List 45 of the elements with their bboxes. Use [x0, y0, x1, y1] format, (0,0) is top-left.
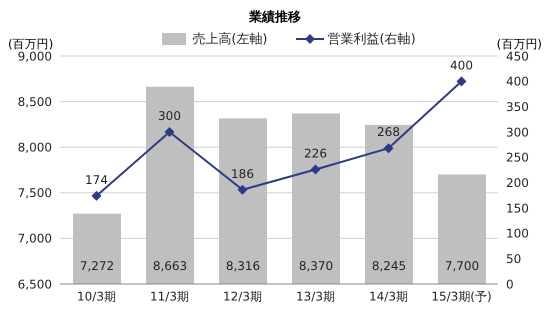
- chart-title: 業績推移: [248, 9, 302, 26]
- y2-tick-label: 400: [506, 74, 529, 89]
- y2-tick-label: 300: [506, 125, 529, 140]
- y2-tick-label: 450: [506, 49, 529, 64]
- y-tick-label: 7,500: [18, 186, 52, 200]
- x-tick-label: 11/3期: [150, 290, 189, 304]
- data-label: 268: [377, 125, 400, 140]
- y2-tick-label: 200: [506, 176, 529, 190]
- y2-tick-label: 100: [506, 226, 529, 241]
- point: [164, 127, 174, 137]
- data-label: 8,316: [226, 259, 260, 273]
- x-tick-label: 12/3期: [223, 290, 262, 304]
- y-tick-label: 9,000: [18, 49, 52, 64]
- point: [310, 164, 320, 174]
- data-label: 186: [231, 166, 254, 181]
- data-label: 8,663: [152, 259, 188, 273]
- x-tick-label: 13/3期: [296, 290, 335, 304]
- data-label: 8,370: [298, 259, 334, 273]
- y-tick-label: 8,500: [18, 94, 52, 109]
- point: [384, 143, 394, 154]
- y2-tick-label: 50: [506, 252, 522, 266]
- legend-label: 売上高(左軸): [192, 31, 268, 48]
- y2-tick-label: 250: [506, 150, 529, 165]
- y-tick-label: 6,500: [18, 277, 52, 292]
- y-tick-label: 8,000: [18, 140, 52, 154]
- x-tick-label: 15/3期(予): [431, 290, 492, 304]
- data-label: 8,245: [372, 259, 406, 273]
- y2-tick-label: 0: [506, 277, 514, 292]
- x-tick-label: 10/3期: [77, 290, 116, 304]
- data-label: 174: [85, 172, 108, 187]
- y-tick-label: 7,000: [18, 232, 52, 246]
- y2-tick-label: 150: [506, 201, 529, 216]
- data-label: 300: [158, 109, 181, 123]
- y2-tick-label: 350: [506, 100, 529, 114]
- data-label: 7,272: [80, 259, 114, 273]
- x-tick-label: 14/3期: [369, 290, 408, 304]
- data-label: 400: [450, 58, 473, 72]
- point: [92, 190, 102, 201]
- point: [238, 184, 248, 195]
- point: [456, 76, 466, 86]
- data-label: 226: [304, 146, 327, 160]
- y2-axis-title: (百万円): [496, 36, 542, 52]
- data-label: 7,700: [444, 259, 480, 273]
- y-axis-title: (百万円): [8, 36, 54, 52]
- legend-label: 営業利益(右軸): [328, 31, 416, 48]
